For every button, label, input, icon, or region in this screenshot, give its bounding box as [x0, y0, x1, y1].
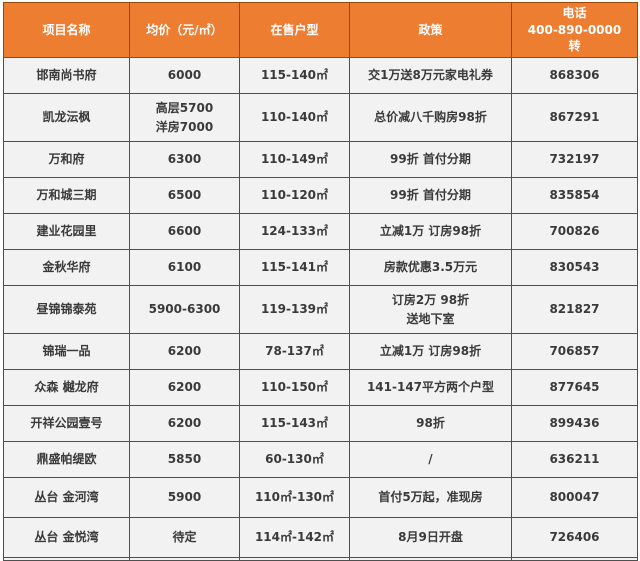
cell-unit-types: 110-149㎡	[239, 141, 350, 178]
cell-policy: 98折	[349, 405, 512, 442]
cell-average-price: 6000	[129, 57, 240, 94]
cell-phone-extension: 800047	[511, 477, 638, 518]
cell-policy: 99折 首付分期	[349, 141, 512, 178]
cell-average-price: 6500	[129, 177, 240, 214]
cell-project-name: 开祥公园壹号	[3, 405, 130, 442]
column-header-unit-types: 在售户型	[239, 2, 350, 58]
cell-average-price: 6200	[129, 333, 240, 370]
cell-unit-types: 110-120㎡	[239, 177, 350, 214]
cell-policy: 交1万送8万元家电礼券	[349, 57, 512, 94]
table-header-row: 项目名称 均价（元/㎡） 在售户型 政策 电话 400-890-0000 转	[3, 2, 638, 58]
cell-policy: 房款优惠3.5万元	[349, 249, 512, 286]
cell-average-price: 5900-6300	[129, 285, 240, 334]
table-row: 金秋华府 6100 115-141㎡ 房款优惠3.5万元 830543	[3, 249, 638, 286]
cell-policy: /	[349, 441, 512, 478]
cell-policy: 首付5万起，准现房	[349, 477, 512, 518]
cell-phone-extension: 899436	[511, 405, 638, 442]
table-row: 丛台 金悦湾 待定 114㎡-142㎡ 8月9日开盘 726406	[3, 517, 638, 558]
cell-average-price: 6100	[129, 249, 240, 286]
cell-unit-types: 115-141㎡	[239, 249, 350, 286]
column-header-policy: 政策	[349, 2, 512, 58]
cell-phone-extension: 877645	[511, 369, 638, 406]
cell-phone-extension: 636211	[511, 441, 638, 478]
cell-project-name: 万和府	[3, 141, 130, 178]
cell-policy: 立减1万 订房98折	[349, 333, 512, 370]
cell-average-price: 6300	[129, 141, 240, 178]
cell-project-name: 丛台 金河湾	[3, 477, 130, 518]
cell-phone-extension: 821827	[511, 285, 638, 334]
cutoff-cell	[349, 557, 512, 561]
cell-unit-types: 78-137㎡	[239, 333, 350, 370]
cell-average-price: 高层5700 洋房7000	[129, 93, 240, 142]
cell-project-name: 建业花园里	[3, 213, 130, 250]
cell-unit-types: 119-139㎡	[239, 285, 350, 334]
cutoff-partial-row	[3, 557, 638, 561]
cell-policy: 订房2万 98折 送地下室	[349, 285, 512, 334]
table-row: 鼎盛帕缇欧 5850 60-130㎡ / 636211	[3, 441, 638, 478]
cell-phone-extension: 700826	[511, 213, 638, 250]
cutoff-cell	[511, 557, 638, 561]
column-header-phone: 电话 400-890-0000 转	[511, 2, 638, 58]
cell-project-name: 鼎盛帕缇欧	[3, 441, 130, 478]
cell-project-name: 锦瑞一品	[3, 333, 130, 370]
cutoff-cell	[129, 557, 240, 561]
cell-project-name: 万和城三期	[3, 177, 130, 214]
cell-policy: 8月9日开盘	[349, 517, 512, 558]
cell-unit-types: 110-140㎡	[239, 93, 350, 142]
table-row: 开祥公园壹号 6200 115-143㎡ 98折 899436	[3, 405, 638, 442]
cell-project-name: 昼锦锦泰苑	[3, 285, 130, 334]
cell-phone-extension: 706857	[511, 333, 638, 370]
cell-project-name: 凯龙沄枫	[3, 93, 130, 142]
cell-unit-types: 110㎡-130㎡	[239, 477, 350, 518]
cell-policy: 99折 首付分期	[349, 177, 512, 214]
cell-project-name: 众森 樾龙府	[3, 369, 130, 406]
cutoff-cell	[239, 557, 350, 561]
cell-average-price: 待定	[129, 517, 240, 558]
cell-unit-types: 114㎡-142㎡	[239, 517, 350, 558]
table-row: 凯龙沄枫 高层5700 洋房7000 110-140㎡ 总价减八千购房98折 8…	[3, 93, 638, 142]
table-row: 建业花园里 6600 124-133㎡ 立减1万 订房98折 700826	[3, 213, 638, 250]
cell-average-price: 6600	[129, 213, 240, 250]
cell-policy: 立减1万 订房98折	[349, 213, 512, 250]
table-row: 万和府 6300 110-149㎡ 99折 首付分期 732197	[3, 141, 638, 178]
cell-policy: 总价减八千购房98折	[349, 93, 512, 142]
table-row: 邯南尚书府 6000 115-140㎡ 交1万送8万元家电礼券 868306	[3, 57, 638, 94]
cell-phone-extension: 732197	[511, 141, 638, 178]
cell-unit-types: 115-143㎡	[239, 405, 350, 442]
cell-project-name: 丛台 金悦湾	[3, 517, 130, 558]
cell-project-name: 金秋华府	[3, 249, 130, 286]
cutoff-cell	[3, 557, 130, 561]
cell-unit-types: 60-130㎡	[239, 441, 350, 478]
cell-phone-extension: 830543	[511, 249, 638, 286]
cell-policy: 141-147平方两个户型	[349, 369, 512, 406]
cell-project-name: 邯南尚书府	[3, 57, 130, 94]
cell-average-price: 6200	[129, 369, 240, 406]
cell-phone-extension: 835854	[511, 177, 638, 214]
table-row: 众森 樾龙府 6200 110-150㎡ 141-147平方两个户型 87764…	[3, 369, 638, 406]
table-row: 锦瑞一品 6200 78-137㎡ 立减1万 订房98折 706857	[3, 333, 638, 370]
cell-phone-extension: 726406	[511, 517, 638, 558]
cell-phone-extension: 868306	[511, 57, 638, 94]
column-header-average-price: 均价（元/㎡）	[129, 2, 240, 58]
cell-average-price: 6200	[129, 405, 240, 442]
column-header-project-name: 项目名称	[3, 2, 130, 58]
table-row: 万和城三期 6500 110-120㎡ 99折 首付分期 835854	[3, 177, 638, 214]
cell-average-price: 5850	[129, 441, 240, 478]
cell-average-price: 5900	[129, 477, 240, 518]
cell-unit-types: 110-150㎡	[239, 369, 350, 406]
table-row: 丛台 金河湾 5900 110㎡-130㎡ 首付5万起，准现房 800047	[3, 477, 638, 518]
cell-unit-types: 115-140㎡	[239, 57, 350, 94]
table-row: 昼锦锦泰苑 5900-6300 119-139㎡ 订房2万 98折 送地下室 8…	[3, 285, 638, 334]
cell-phone-extension: 867291	[511, 93, 638, 142]
property-listings-table: 项目名称 均价（元/㎡） 在售户型 政策 电话 400-890-0000 转 邯…	[3, 2, 638, 561]
cell-unit-types: 124-133㎡	[239, 213, 350, 250]
